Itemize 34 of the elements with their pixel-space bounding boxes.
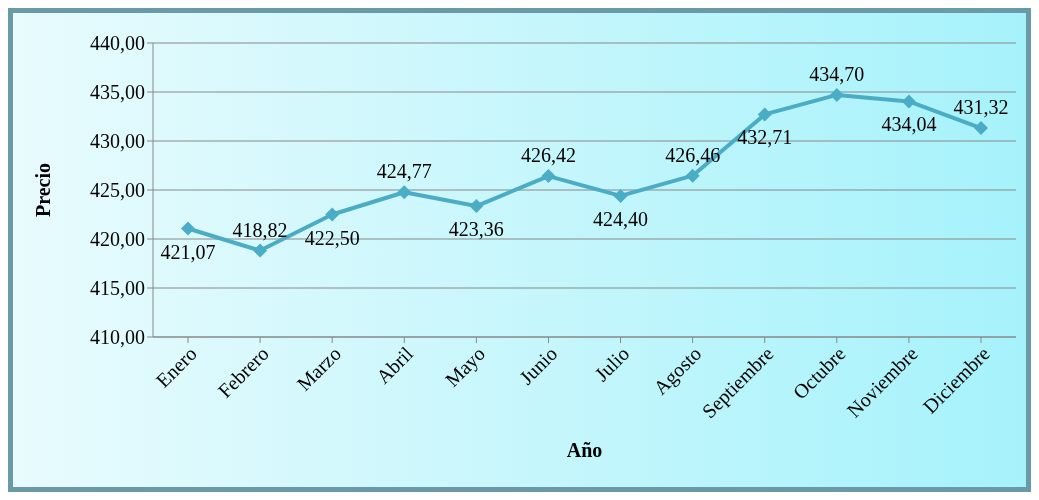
y-tick-label: 415,00 <box>90 277 145 300</box>
x-axis-title: Año <box>566 439 603 461</box>
y-tick-label: 430,00 <box>90 130 145 153</box>
x-tick-label: Julio <box>590 342 634 386</box>
y-tick-label: 440,00 <box>90 32 145 55</box>
y-tick-label: 435,00 <box>90 81 145 104</box>
data-label: 421,07 <box>160 240 216 263</box>
point <box>253 243 268 258</box>
y-axis-title: Precio <box>32 162 55 218</box>
data-label: 422,50 <box>304 226 360 249</box>
point <box>181 221 195 236</box>
point <box>901 94 916 109</box>
point <box>757 107 772 122</box>
point <box>397 185 412 200</box>
point <box>325 207 340 222</box>
data-label: 431,32 <box>953 96 1009 119</box>
point <box>829 87 844 102</box>
point <box>613 188 628 203</box>
data-label: 426,42 <box>520 144 576 167</box>
data-label: 432,71 <box>737 126 793 149</box>
point <box>685 168 700 183</box>
point <box>541 169 556 184</box>
point <box>974 121 988 136</box>
y-tick-label: 410,00 <box>90 326 145 349</box>
y-tick-label: 425,00 <box>90 179 145 202</box>
data-label: 426,46 <box>665 143 721 166</box>
data-label: 423,36 <box>448 218 504 241</box>
data-label: 434,70 <box>809 62 865 85</box>
data-label: 418,82 <box>232 218 288 241</box>
data-label: 424,77 <box>376 160 432 183</box>
y-tick-label: 420,00 <box>90 228 145 251</box>
data-label: 434,04 <box>881 113 937 136</box>
point <box>469 199 484 214</box>
data-label: 424,40 <box>593 207 649 230</box>
